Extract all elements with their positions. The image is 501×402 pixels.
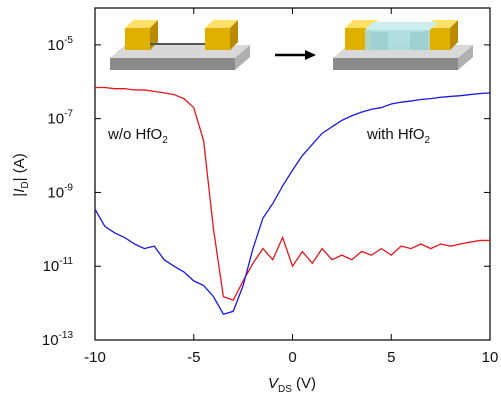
device-before [110, 20, 250, 70]
y-tick-base: 10 [43, 258, 60, 275]
y-tick-label: 10-9 [47, 182, 73, 201]
y-tick-label: 10-5 [47, 35, 73, 54]
x-tick-label: 10 [482, 349, 499, 366]
y-axis-label: |ID| (A) [11, 153, 31, 196]
x-tick-label: 0 [288, 349, 296, 366]
y-tick-base: 10 [47, 111, 64, 128]
annotation: w/o HfO2 [107, 126, 168, 146]
y-tick-exponent: -7 [64, 109, 73, 120]
y-tick-exponent: -9 [64, 182, 73, 193]
series-line [95, 87, 490, 300]
y-tick-base: 10 [47, 184, 64, 201]
y-tick-exponent: -11 [59, 256, 73, 267]
y-tick-exponent: -5 [64, 35, 73, 46]
y-tick-base: 10 [47, 37, 64, 54]
x-tick-label: 5 [387, 349, 395, 366]
annotation: with HfO2 [366, 126, 431, 146]
arrow [275, 50, 316, 60]
device-after [333, 20, 473, 70]
x-axis-label: VDS (V) [268, 375, 316, 395]
y-tick-label: 10-13 [42, 330, 74, 349]
y-tick-exponent: -13 [59, 330, 74, 341]
y-tick-base: 10 [42, 332, 59, 349]
y-tick-label: 10-7 [47, 109, 73, 128]
chart: w/o HfO2 with HfO2 VDS (V) |ID| (A) 10-1… [0, 0, 501, 402]
y-tick-label: 10-11 [43, 256, 74, 275]
x-tick-label: -5 [187, 349, 200, 366]
x-tick-label: -10 [84, 349, 106, 366]
